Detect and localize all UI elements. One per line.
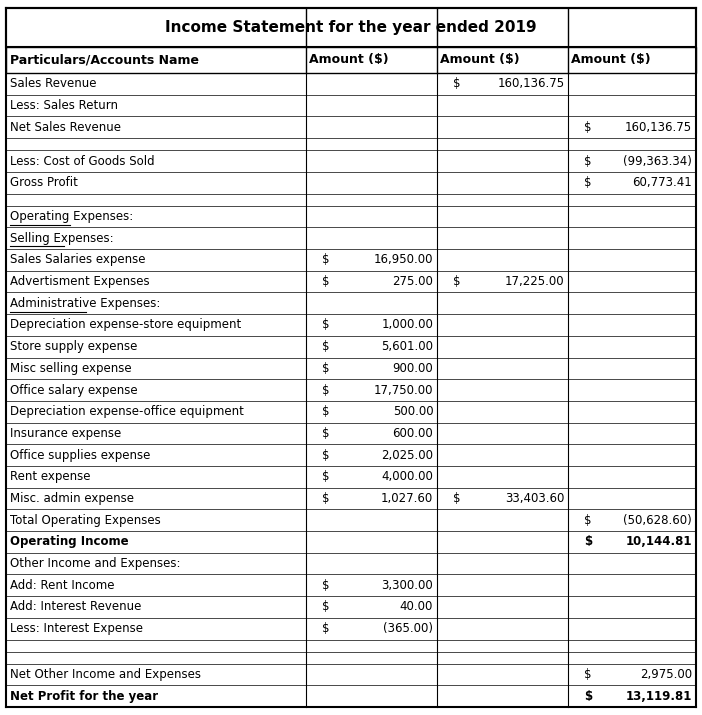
Text: Sales Revenue: Sales Revenue [10,77,96,90]
Text: 1,027.60: 1,027.60 [381,492,433,505]
Text: $: $ [583,536,592,548]
Text: Total Operating Expenses: Total Operating Expenses [10,513,161,527]
Text: 900.00: 900.00 [392,362,433,375]
Text: Other Income and Expenses:: Other Income and Expenses: [10,557,180,570]
Text: 275.00: 275.00 [392,275,433,288]
Text: Less: Sales Return: Less: Sales Return [10,99,118,112]
Text: $: $ [583,177,591,189]
Text: Add: Rent Income: Add: Rent Income [10,578,114,592]
Text: Operating Expenses:: Operating Expenses: [10,210,133,223]
Text: Less: Cost of Goods Sold: Less: Cost of Goods Sold [10,154,154,167]
Text: $: $ [583,513,591,527]
Text: $: $ [322,470,329,483]
Text: Selling Expenses:: Selling Expenses: [10,232,114,245]
Text: Net Profit for the year: Net Profit for the year [10,690,158,703]
Text: $: $ [322,427,329,440]
Text: Advertisment Expenses: Advertisment Expenses [10,275,150,288]
Text: Office salary expense: Office salary expense [10,383,138,397]
Text: $: $ [453,275,461,288]
Text: $: $ [322,318,329,332]
Text: $: $ [322,275,329,288]
Text: $: $ [322,622,329,635]
Text: Administrative Expenses:: Administrative Expenses: [10,297,160,310]
Text: Add: Interest Revenue: Add: Interest Revenue [10,601,141,613]
Text: $: $ [453,492,461,505]
Text: 17,225.00: 17,225.00 [505,275,564,288]
Text: Store supply expense: Store supply expense [10,340,138,353]
Text: Depreciation expense-office equipment: Depreciation expense-office equipment [10,405,244,418]
Text: $: $ [583,154,591,167]
Text: 40.00: 40.00 [400,601,433,613]
Text: 3,300.00: 3,300.00 [381,578,433,592]
Text: $: $ [322,383,329,397]
Text: 10,144.81: 10,144.81 [625,536,692,548]
Text: 13,119.81: 13,119.81 [625,690,692,703]
Text: Less: Interest Expense: Less: Interest Expense [10,622,143,635]
Text: 2,025.00: 2,025.00 [381,448,433,462]
Text: 500.00: 500.00 [392,405,433,418]
Text: $: $ [322,253,329,267]
Text: $: $ [322,405,329,418]
Text: 16,950.00: 16,950.00 [373,253,433,267]
Text: Gross Profit: Gross Profit [10,177,78,189]
Text: 33,403.60: 33,403.60 [505,492,564,505]
Text: Sales Salaries expense: Sales Salaries expense [10,253,145,267]
Bar [6,46,696,73]
Text: $: $ [322,492,329,505]
Text: $: $ [453,77,461,90]
Text: (365.00): (365.00) [383,622,433,635]
Text: 160,136.75: 160,136.75 [625,121,692,134]
Text: Amount ($): Amount ($) [571,54,651,66]
Text: Insurance expense: Insurance expense [10,427,121,440]
Text: 60,773.41: 60,773.41 [633,177,692,189]
Text: Operating Income: Operating Income [10,536,128,548]
Bar [6,8,696,46]
Text: $: $ [583,668,591,681]
Text: (50,628.60): (50,628.60) [623,513,692,527]
Text: Amount ($): Amount ($) [309,54,389,66]
Text: Amount ($): Amount ($) [440,54,520,66]
Text: (99,363.34): (99,363.34) [623,154,692,167]
Text: 17,750.00: 17,750.00 [373,383,433,397]
Text: $: $ [322,448,329,462]
Text: 4,000.00: 4,000.00 [381,470,433,483]
Text: $: $ [583,690,592,703]
Text: Rent expense: Rent expense [10,470,91,483]
Text: 160,136.75: 160,136.75 [497,77,564,90]
Text: $: $ [322,578,329,592]
Text: Misc. admin expense: Misc. admin expense [10,492,134,505]
Text: Income Statement for the year ended 2019: Income Statement for the year ended 2019 [165,20,537,35]
Text: Misc selling expense: Misc selling expense [10,362,132,375]
Text: 2,975.00: 2,975.00 [640,668,692,681]
Text: Particulars/Accounts Name: Particulars/Accounts Name [10,54,199,66]
Text: Office supplies expense: Office supplies expense [10,448,150,462]
Text: 1,000.00: 1,000.00 [381,318,433,332]
Text: $: $ [322,340,329,353]
Text: $: $ [322,362,329,375]
Text: Depreciation expense-store equipment: Depreciation expense-store equipment [10,318,241,332]
Text: $: $ [322,601,329,613]
Text: 5,601.00: 5,601.00 [381,340,433,353]
Text: $: $ [583,121,591,134]
Text: Net Other Income and Expenses: Net Other Income and Expenses [10,668,201,681]
Text: Net Sales Revenue: Net Sales Revenue [10,121,121,134]
Text: 600.00: 600.00 [392,427,433,440]
